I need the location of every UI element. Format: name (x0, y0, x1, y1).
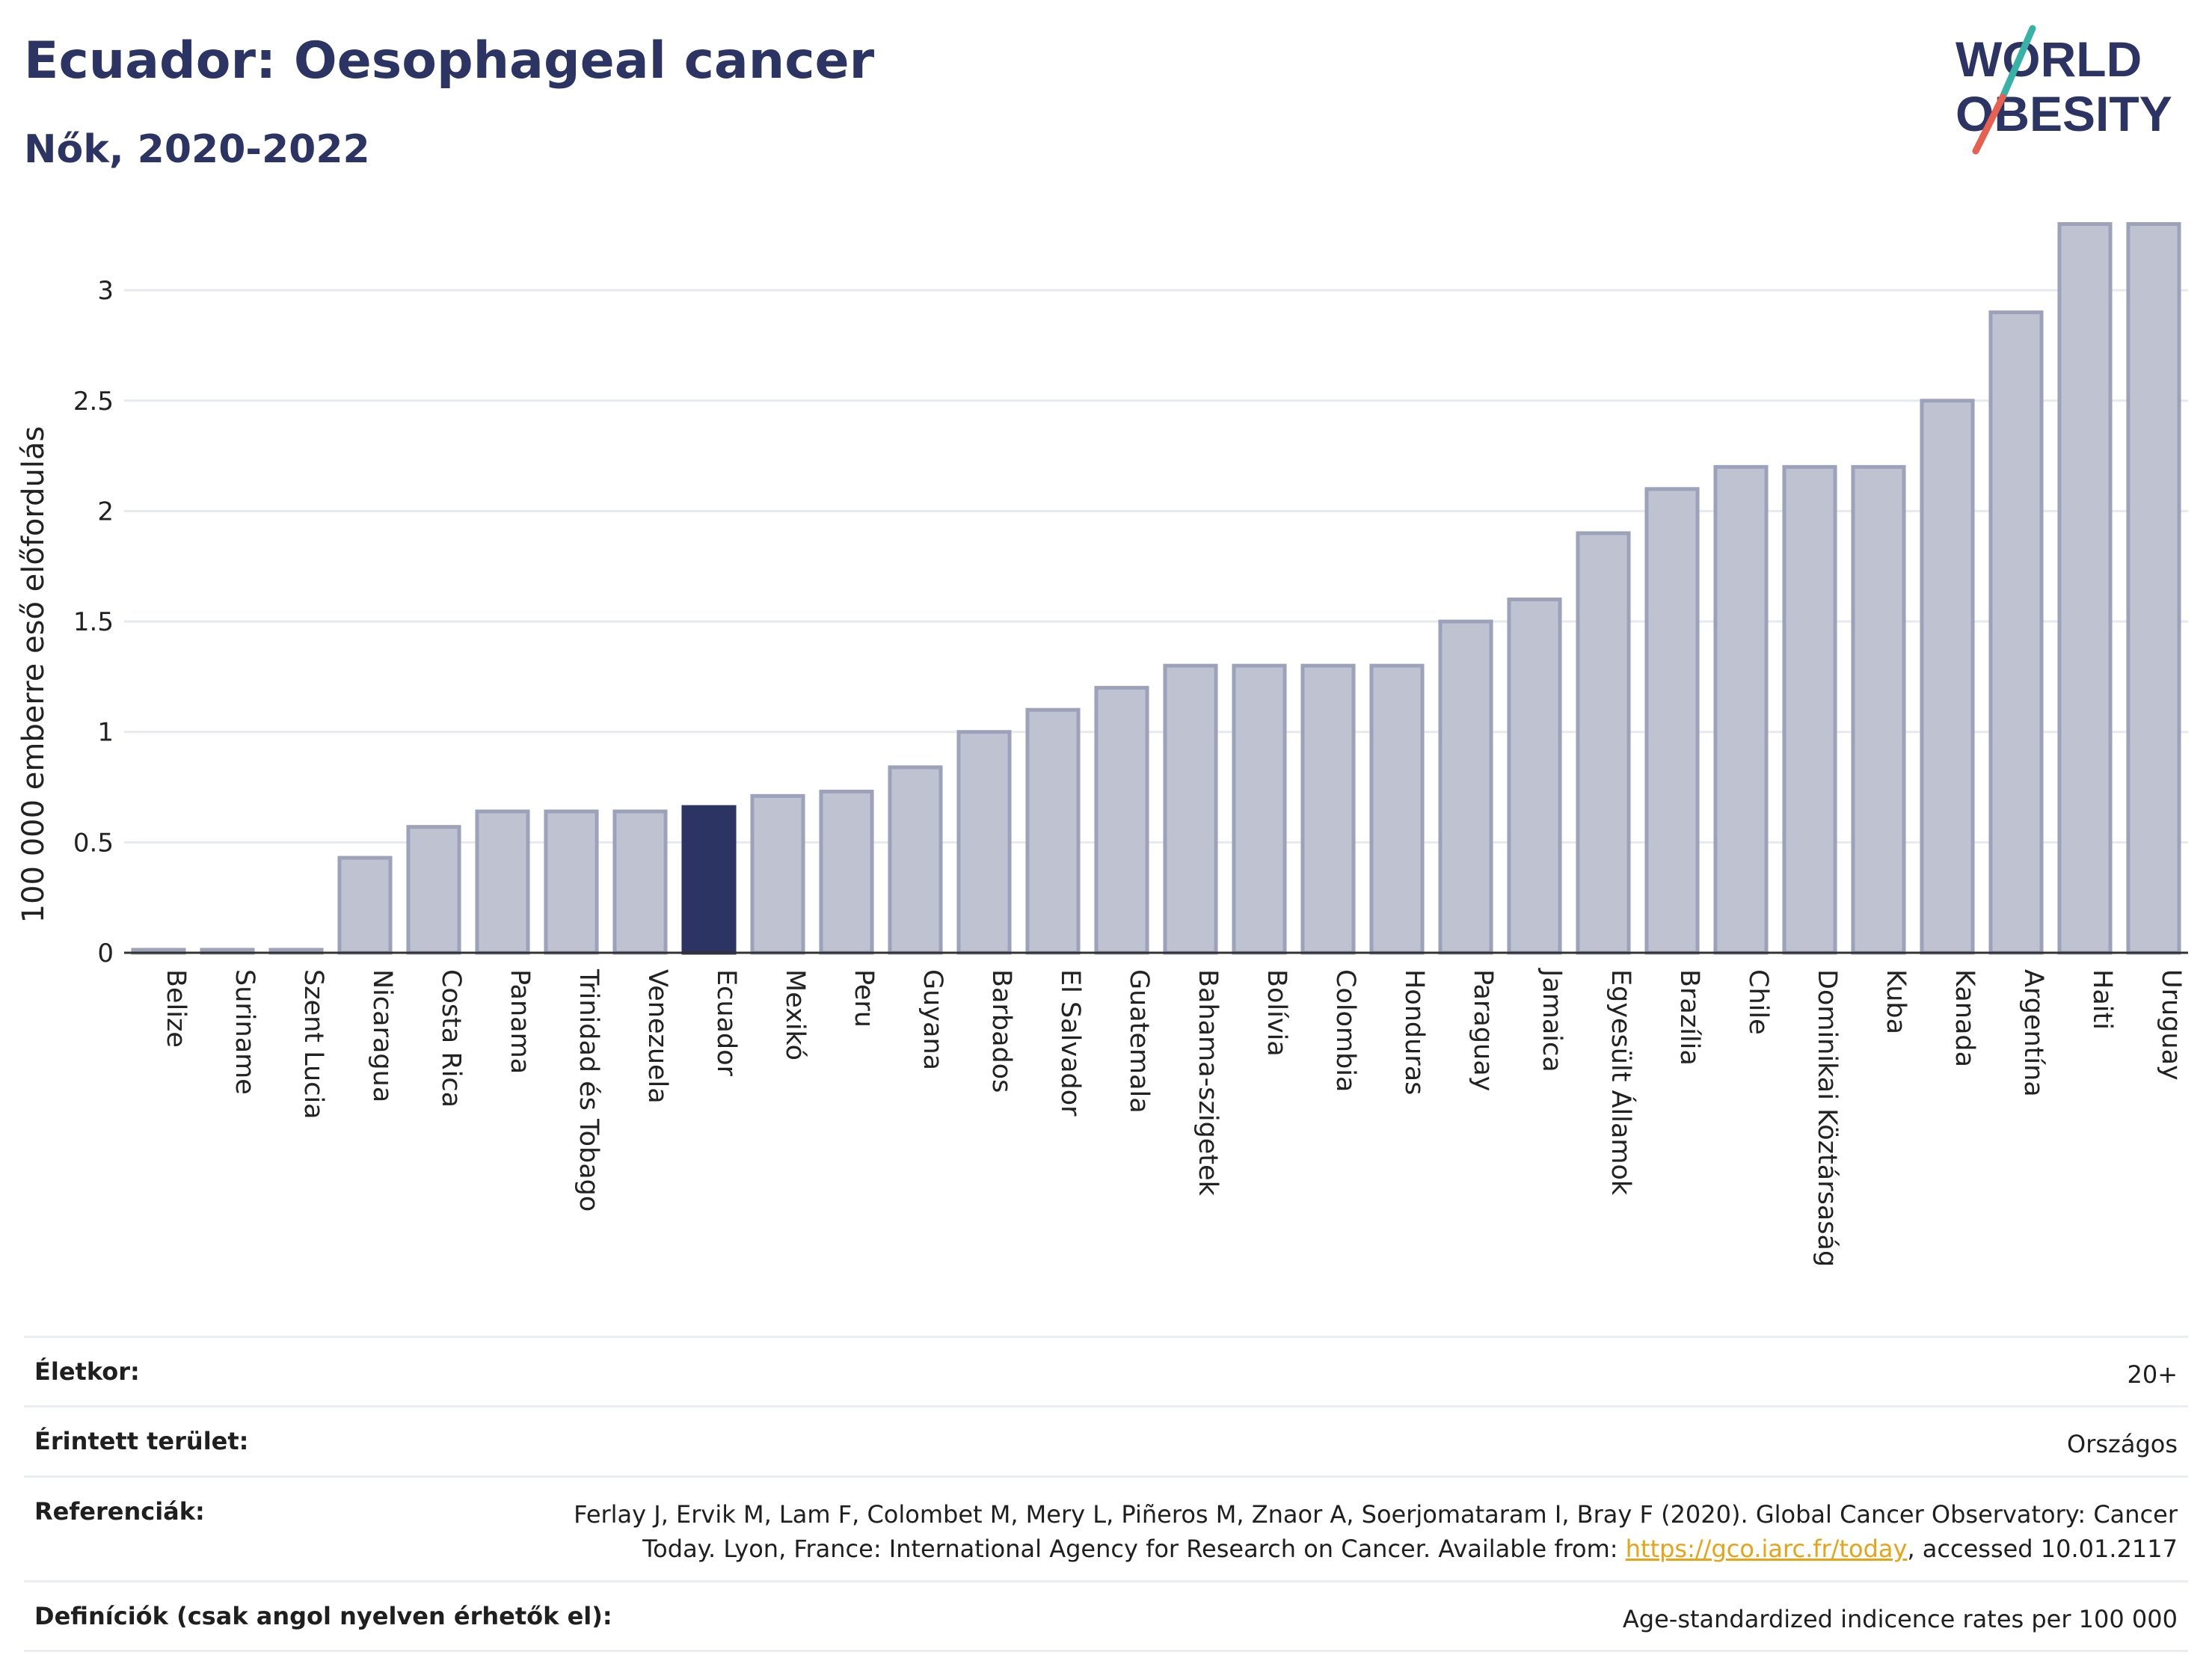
bar-egyes-lt-llamok (1576, 531, 1631, 955)
x-tick-label: Guatemala (1124, 969, 1154, 1114)
x-tick-label: Paraguay (1468, 969, 1498, 1091)
bar-chart: 0 0.5 1 1.5 2 2.5 3 Belize Suriname Szent Lucia N… (16, 222, 2188, 1267)
x-tick-label: Dominikai Köztársaság (1812, 969, 1842, 1267)
bar-guatemala (1094, 686, 1149, 955)
reference-line2-post: , accessed 10.01.2117 (1907, 1535, 2178, 1564)
y-tick-label: 2 (97, 497, 114, 526)
logo-line1: WORLD (1956, 31, 2142, 87)
bar-bol-via (1232, 663, 1287, 955)
chart-subtitle: Nők, 2020-2022 (24, 127, 370, 172)
bar-haiti (2057, 222, 2113, 955)
bar-uruguay (2126, 222, 2181, 955)
y-tick-label: 0 (97, 939, 114, 968)
x-tick-label: Suriname (230, 969, 259, 1095)
info-row-references: Referenciák: Ferlay J, Ervik M, Lam F, C… (24, 1475, 2188, 1580)
x-tick-label: Panama (505, 969, 535, 1074)
x-tick-label: Belize (161, 969, 191, 1048)
bar-jamaica (1507, 598, 1562, 955)
y-tick-label: 3 (97, 276, 114, 306)
bar-peru (819, 789, 874, 955)
x-tick-label: Argentína (2018, 969, 2048, 1097)
bar-chile (1713, 464, 1769, 955)
y-tick-label: 1 (97, 718, 114, 748)
info-value-references: Ferlay J, Ervik M, Lam F, Colombet M, Me… (574, 1497, 2178, 1567)
bar-barbados (956, 730, 1012, 955)
reference-link[interactable]: https://gco.iarc.fr/today (1625, 1535, 1908, 1564)
x-tick-label: El Salvador (1055, 969, 1085, 1117)
bar-mexik- (750, 793, 805, 955)
logo-slash-teal (1999, 25, 2036, 101)
reference-line2-pre: Today. Lyon, France: International Agenc… (642, 1535, 1626, 1564)
x-tick-label: Brazília (1674, 969, 1704, 1066)
x-tick-label: Egyesült Államok (1606, 969, 1637, 1196)
x-tick-label: Barbados (986, 969, 1016, 1093)
bar-argent-na (1988, 310, 2044, 955)
y-tick-label: 1.5 (73, 607, 114, 637)
x-tick-label: Ecuador (711, 969, 741, 1077)
x-tick-label: Bolívia (1262, 969, 1291, 1057)
x-tick-label: Kuba (1881, 969, 1911, 1034)
bar-trinidad-s-tobago (544, 809, 599, 955)
info-value-area: Országos (2067, 1430, 2178, 1459)
info-key-age: Életkor: (34, 1357, 140, 1386)
info-key-area: Érintett terület: (34, 1427, 249, 1456)
y-tick-label: 2.5 (73, 387, 114, 417)
bar-venezuela (612, 809, 668, 955)
x-tick-label: Costa Rica (436, 969, 466, 1108)
bar-braz-lia (1644, 487, 1700, 955)
x-tick-label: Jamaica (1537, 968, 1567, 1072)
x-tick-label: Uruguay (2156, 969, 2186, 1081)
x-tick-label: Trinidad és Tobago (574, 968, 603, 1212)
bar-kanada (1920, 399, 1975, 955)
y-axis-label: 100 000 emberre eső előfordulás (16, 426, 51, 924)
chart-title: Ecuador: Oesophageal cancer (24, 31, 875, 90)
info-value-age: 20+ (2127, 1360, 2178, 1389)
logo-slash-red (1972, 93, 2006, 155)
info-row-age: Életkor: 20+ (24, 1336, 2188, 1405)
bar-panama (475, 809, 530, 955)
bar-honduras (1369, 663, 1425, 955)
y-tick-layer: 0 0.5 1 1.5 2 2.5 3 (73, 276, 114, 968)
x-tick-label: Colombia (1330, 969, 1360, 1092)
bar-guyana (888, 765, 943, 955)
info-key-definitions: Definíciók (csak angol nyelven érhetők e… (34, 1601, 612, 1630)
x-tick-label: Szent Lucia (298, 969, 328, 1120)
x-tick-label: Venezuela (642, 969, 672, 1104)
x-tick-label: Nicaragua (367, 969, 397, 1102)
info-row-area: Érintett terület: Országos (24, 1405, 2188, 1475)
x-tick-label: Bahama-szigetek (1193, 969, 1223, 1197)
x-tick-label: Honduras (1399, 969, 1429, 1095)
world-obesity-logo: WORLD OBESITY (1956, 25, 2172, 155)
info-table: Életkor: 20+ Érintett terület: Országos … (24, 1336, 2188, 1652)
bar-layer (124, 222, 2188, 955)
x-tick-label: Kanada (1950, 969, 1979, 1067)
info-value-definitions: Age-standardized indicence rates per 100… (1622, 1604, 2178, 1633)
bar-ecuador (681, 805, 737, 955)
bar-el-salvador (1025, 707, 1081, 955)
y-tick-label: 0.5 (73, 828, 114, 858)
bar-paraguay (1438, 619, 1493, 955)
reference-line1: Ferlay J, Ervik M, Lam F, Colombet M, Me… (574, 1499, 2178, 1529)
x-tick-label: Mexikó (780, 969, 810, 1060)
bar-dominikai-k-zt-rsas-g (1782, 464, 1837, 955)
bar-nicaragua (337, 856, 393, 955)
info-key-references: Referenciák: (34, 1496, 205, 1526)
x-label-layer: Belize Suriname Szent Lucia Nicaragua Costa … (161, 968, 2186, 1267)
x-tick-label: Peru (849, 969, 879, 1028)
bar-costa-rica (406, 825, 461, 955)
x-tick-label: Guyana (918, 969, 947, 1070)
bar-colombia (1300, 663, 1356, 955)
x-tick-label: Haiti (2087, 969, 2117, 1030)
x-tick-label: Chile (1743, 969, 1773, 1035)
bar-kuba (1851, 464, 1906, 955)
bar-bahama-szigetek (1163, 663, 1218, 955)
info-row-definitions: Definíciók (csak angol nyelven érhetők e… (24, 1579, 2188, 1652)
